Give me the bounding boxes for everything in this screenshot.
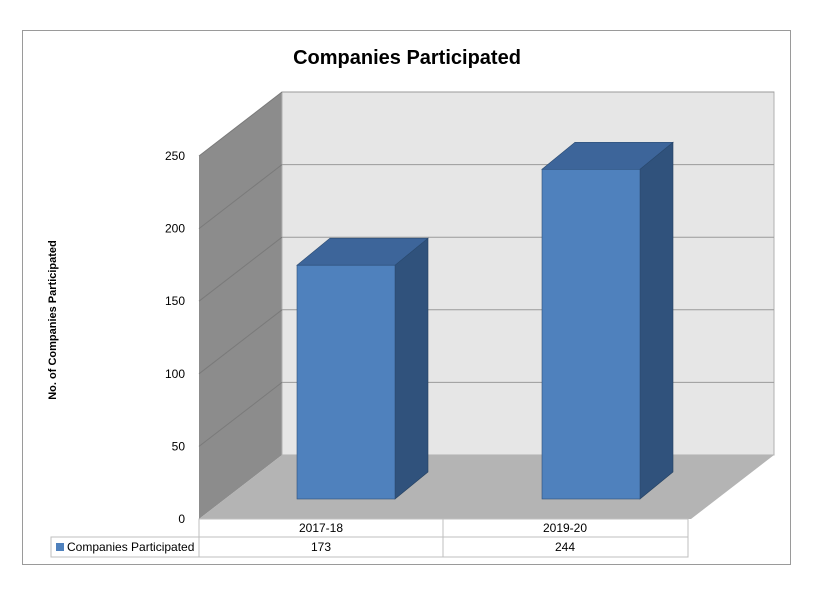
legend-swatch: [56, 543, 64, 551]
chart-frame: 0 50 100 150 200 250 Companies Participated N…: [22, 30, 791, 565]
table-value-box: [50, 536, 689, 558]
y-tick-label-4: 200: [165, 222, 185, 236]
chart-title: Companies Participated: [293, 47, 521, 69]
chart-walls: [199, 91, 775, 519]
y-tick-label-1: 50: [172, 439, 186, 453]
bar-2019-20: [541, 141, 674, 500]
gridline-side-2: [198, 309, 283, 375]
floor: [199, 455, 774, 519]
gridline-side-3: [198, 236, 283, 302]
y-axis-label: No. of Companies Participated: [47, 240, 59, 400]
bar-2017-18: [296, 237, 429, 500]
y-tick-labels: 0 50 100 150 200 250: [165, 149, 185, 526]
bars: [296, 141, 674, 500]
legend-label: Companies Participated: [67, 540, 194, 554]
bar-top-2017-18: [296, 237, 429, 266]
y-tick-label-2: 100: [165, 367, 185, 381]
gridline-side-4: [198, 164, 283, 229]
side-wall: [199, 92, 282, 519]
bar-side-2019-20: [639, 141, 674, 500]
gridline-side-5: [198, 91, 283, 157]
bar-front-2017-18: [296, 264, 396, 500]
category-label-2019-20: 2019-20: [543, 521, 587, 535]
y-tick-label-0: 0: [178, 512, 185, 526]
table-value-2017-18: 173: [311, 540, 331, 554]
chart-svg: 0 50 100 150 200 250 Companies Participated N…: [47, 47, 775, 558]
gridline-side-1: [198, 382, 283, 447]
category-label-2017-18: 2017-18: [299, 521, 343, 535]
data-table: 2017-18 2019-20 Companies Participated 1…: [50, 518, 689, 558]
y-tick-label-3: 150: [165, 294, 185, 308]
bar-side-2017-18: [394, 237, 429, 500]
bar-top-2019-20: [541, 141, 674, 170]
bar-front-2019-20: [541, 168, 641, 500]
table-value-2019-20: 244: [555, 540, 575, 554]
gridlines: [198, 91, 774, 447]
y-tick-label-5: 250: [165, 149, 185, 163]
